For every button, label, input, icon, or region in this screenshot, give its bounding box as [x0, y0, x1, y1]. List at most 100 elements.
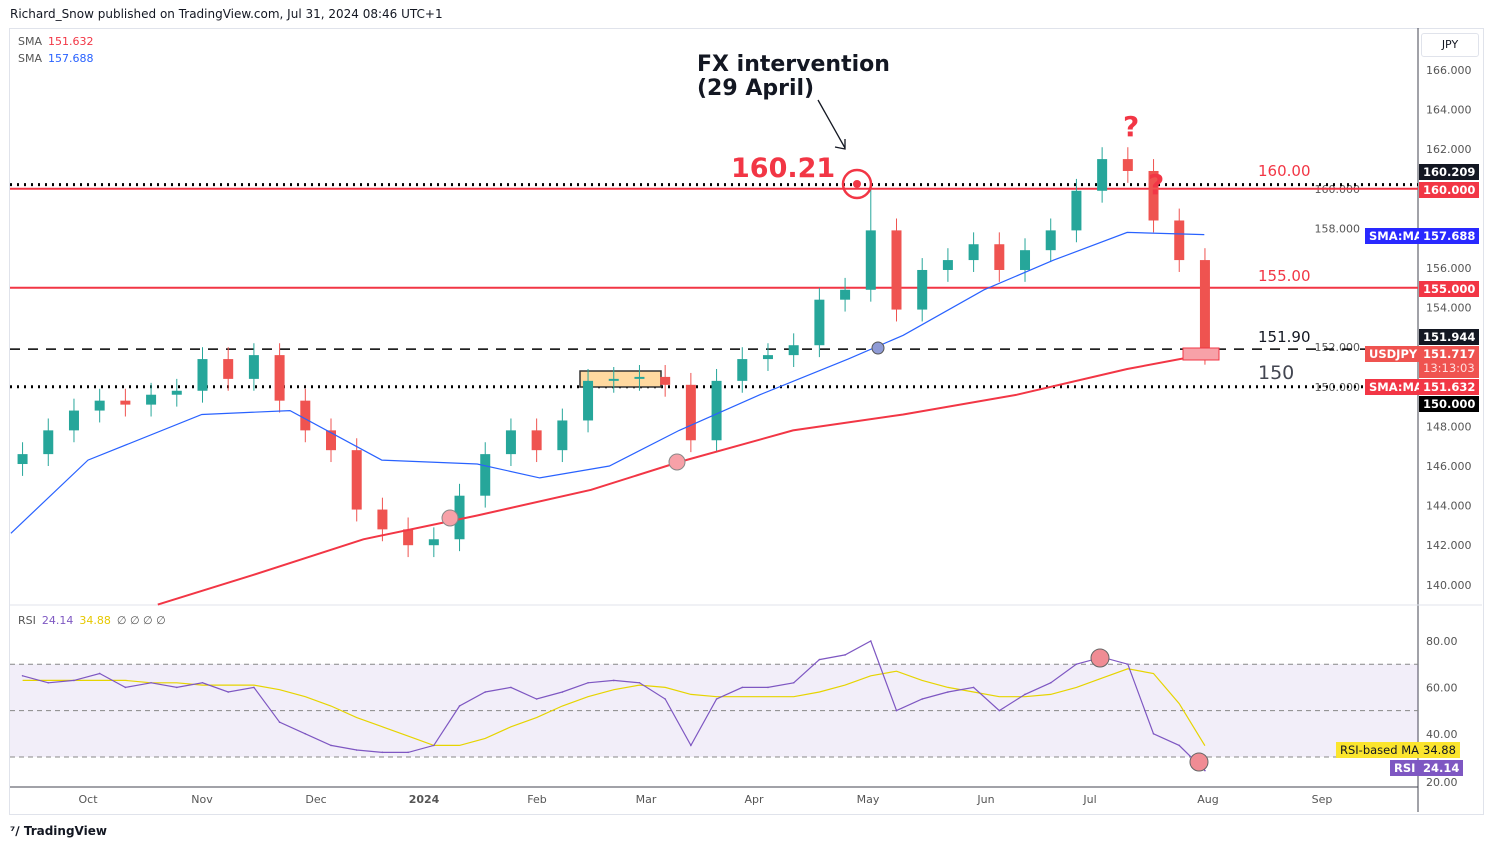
- rsi-point: [355, 749, 358, 751]
- high-target-ring: [841, 168, 873, 200]
- bar-countdown: 13:13:03: [1423, 361, 1475, 375]
- current-zone-marker: [1182, 347, 1220, 361]
- candle-body: [814, 299, 825, 346]
- rsi-point: [510, 686, 512, 689]
- price-tick: 142.000: [1426, 539, 1472, 552]
- rsi-point: [330, 744, 332, 747]
- tag-sma50: 157.688: [1419, 228, 1480, 244]
- rsi-point: [664, 698, 666, 700]
- rsi-point: [1127, 663, 1129, 665]
- rsi-ma-legend-value: 34.88: [79, 614, 111, 627]
- price-tick: 146.000: [1426, 460, 1472, 473]
- candle-body: [17, 454, 28, 465]
- rsi-point: [47, 681, 50, 684]
- currency-button[interactable]: JPY: [1421, 33, 1479, 57]
- candle-body: [788, 345, 799, 356]
- rsi-point: [1024, 693, 1026, 696]
- candle-body: [531, 430, 542, 451]
- rsi-ma-line: [22, 668, 1206, 747]
- rsi-point: [304, 733, 307, 735]
- time-tick: Apr: [744, 793, 764, 806]
- candle-body: [737, 359, 748, 381]
- rsi-point: [561, 691, 564, 693]
- candle-body: [865, 230, 876, 290]
- fx-arrow: [817, 99, 846, 149]
- candle-body: [68, 410, 79, 431]
- rsi-point: [998, 709, 1001, 712]
- rsi-point: [741, 686, 744, 689]
- candle-body: [1174, 220, 1185, 261]
- time-tick: Mar: [636, 793, 657, 806]
- time-tick: Dec: [305, 793, 326, 806]
- rsi-legend: RSI 24.14 34.88 ∅ ∅ ∅ ∅: [18, 614, 172, 627]
- fx-date: (29 April): [697, 76, 815, 101]
- candle-body: [223, 359, 234, 379]
- rsi-legend-label: RSI: [18, 614, 36, 627]
- candle-body: [94, 400, 105, 411]
- candle-body: [1071, 190, 1082, 231]
- rsi-point: [124, 686, 127, 689]
- rsi-point: [690, 744, 692, 747]
- tag-150: 150.000: [1419, 396, 1480, 412]
- sma200-touch-marker: [668, 453, 686, 471]
- candle-body: [840, 289, 851, 300]
- time-tick: Jun: [976, 793, 994, 806]
- level-150-label: 150: [1258, 362, 1295, 384]
- fx-arrow-head: [834, 139, 846, 150]
- candle-body: [454, 495, 465, 540]
- rsi-point: [612, 679, 615, 682]
- tag-sma50-name: SMA:MA: [1365, 228, 1427, 244]
- rsi-point: [98, 672, 101, 675]
- rsi-point: [792, 681, 795, 684]
- rsi-point: [1152, 733, 1155, 735]
- candle-body: [300, 400, 311, 431]
- tag-last-price: 151.717 13:13:03: [1419, 346, 1480, 378]
- tag-sma200-name: SMA:MA: [1365, 379, 1427, 395]
- rsi-point: [21, 675, 24, 677]
- rsi-point: [433, 744, 435, 747]
- price-tick: 152.000: [1315, 341, 1361, 354]
- candle-body: [120, 400, 131, 405]
- candle-body: [480, 454, 491, 496]
- candle-body: [968, 244, 979, 261]
- rsi-point: [921, 698, 923, 700]
- candle-body: [1097, 159, 1108, 191]
- fx-intervention-note: FX intervention (29 April): [697, 53, 890, 101]
- rsi-point: [715, 698, 718, 700]
- price-tick: 148.000: [1426, 420, 1472, 433]
- tag-160209: 160.209: [1419, 164, 1480, 180]
- tag-151944: 151.944: [1419, 329, 1480, 345]
- rsi-point: [947, 691, 949, 693]
- rsi-point: [407, 751, 409, 754]
- candle-body: [583, 380, 594, 421]
- rsi-point: [381, 751, 384, 754]
- price-tick: 164.000: [1426, 104, 1472, 117]
- candle-body: [891, 230, 902, 310]
- rsi-point: [278, 721, 281, 723]
- time-tick: Feb: [527, 793, 546, 806]
- rsi-point: [587, 681, 589, 684]
- rsi-point: [1178, 744, 1181, 747]
- candle-body: [351, 450, 362, 510]
- candle-body: [1045, 230, 1056, 251]
- last-price: 151.717: [1423, 347, 1476, 361]
- candle-body: [428, 539, 439, 546]
- candle-body: [377, 509, 388, 530]
- sma50-legend-value: 157.688: [48, 52, 94, 65]
- candle-body: [171, 390, 182, 395]
- sma200-legend-label: SMA: [18, 35, 42, 48]
- time-tick: May: [857, 793, 880, 806]
- tradingview-logo[interactable]: ⁷∕ TradingView: [10, 824, 107, 838]
- rsi-legend-value: 24.14: [41, 614, 74, 627]
- sma200-legend: SMA 151.632: [18, 35, 100, 48]
- sma50-legend: SMA 157.688: [18, 52, 100, 65]
- high-label: 160.21: [731, 153, 836, 184]
- candle-body: [197, 359, 208, 391]
- time-tick: Nov: [191, 793, 213, 806]
- rsi-point: [638, 681, 641, 684]
- rsi-legend-extras: ∅ ∅ ∅ ∅: [116, 614, 166, 627]
- price-tick: 140.000: [1426, 579, 1472, 592]
- rsi-point: [253, 686, 255, 689]
- candle-body: [146, 394, 157, 405]
